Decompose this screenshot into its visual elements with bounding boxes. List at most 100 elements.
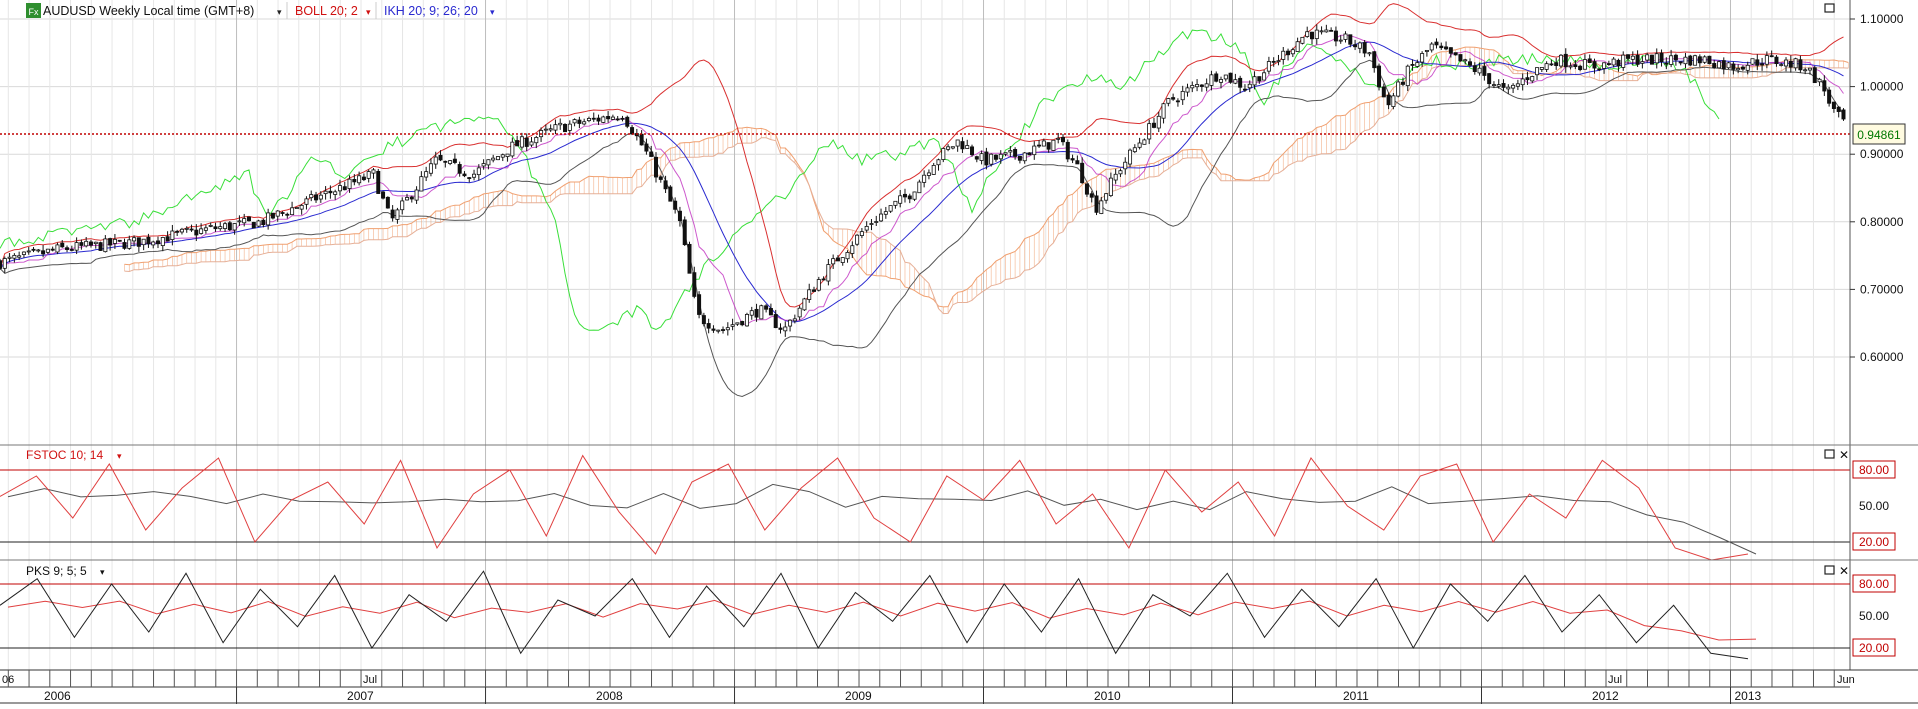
candle-body <box>1099 200 1104 214</box>
candle-body <box>0 260 3 269</box>
candle-body <box>601 116 606 123</box>
candle-body <box>1147 123 1152 140</box>
ikh-dropdown-icon[interactable]: ▾ <box>490 7 495 17</box>
candle-body <box>553 124 558 131</box>
level-label: 80.00 <box>1859 577 1889 591</box>
boll-label[interactable]: BOLL 20; 2 <box>295 4 358 18</box>
candle-body <box>1333 30 1338 42</box>
candle-body <box>1831 101 1836 109</box>
candle-body <box>802 298 807 311</box>
year-label: 2006 <box>44 689 71 703</box>
candle-body <box>1769 55 1774 58</box>
candle-body <box>1578 65 1583 71</box>
maximize-icon[interactable] <box>1824 3 1835 13</box>
candle-body <box>199 228 204 234</box>
candle-body <box>639 133 644 146</box>
candle-body <box>1592 61 1597 69</box>
candle-body <box>1008 150 1013 153</box>
pks-maximize-icon[interactable] <box>1824 565 1835 575</box>
candle-body <box>912 191 917 200</box>
candle-body <box>1654 53 1659 64</box>
candle-body <box>309 194 314 199</box>
candle-body <box>754 308 759 318</box>
candle-body <box>160 237 165 247</box>
price-tick-label: 0.80000 <box>1860 215 1904 229</box>
candle-body <box>1118 170 1123 175</box>
candle-body <box>1611 58 1616 66</box>
candle-body <box>701 315 706 325</box>
candle-body <box>1424 49 1429 52</box>
candle-body <box>304 198 309 205</box>
candle-body <box>314 194 319 201</box>
candle-body <box>649 151 654 157</box>
price-tick-label: 1.10000 <box>1860 12 1904 26</box>
candle-body <box>299 204 304 210</box>
candle-body <box>227 222 232 231</box>
candle-body <box>524 137 529 147</box>
candle-body <box>1525 77 1530 81</box>
candle-body <box>491 157 496 161</box>
oscillator-line <box>0 570 1749 660</box>
candle-body <box>1803 69 1808 72</box>
month-label: Jun <box>1837 674 1855 686</box>
candle-body <box>1535 67 1540 76</box>
candle-body <box>1520 78 1525 86</box>
candle-body <box>189 228 194 231</box>
candle-body <box>797 307 802 318</box>
symbol-label[interactable]: AUDUSD Weekly Local time (GMT+8) <box>43 4 254 18</box>
candle-body <box>476 167 481 176</box>
candle-body <box>821 278 826 281</box>
fstoc-maximize-icon[interactable] <box>1824 449 1835 459</box>
candle-body <box>1017 155 1022 161</box>
candle-body <box>917 181 922 194</box>
candle-body <box>1448 47 1453 54</box>
fstoc-label[interactable]: FSTOC 10; 14 <box>26 448 103 462</box>
ichimoku-cloud <box>124 46 1849 315</box>
candle-body <box>1678 61 1683 64</box>
candle-body <box>1032 145 1037 156</box>
candle-body <box>768 308 773 316</box>
price-axis: 0.60000 0.70000 0.80000 0.90000 1.00000 1.100… <box>1850 12 1904 364</box>
candle-body <box>256 220 261 227</box>
candle-body <box>318 194 323 200</box>
candle-body <box>807 289 812 300</box>
svg-text:Fx: Fx <box>29 7 39 17</box>
ikh-label[interactable]: IKH 20; 9; 26; 20 <box>384 4 478 18</box>
candle-body <box>285 213 290 216</box>
candle-body <box>1151 122 1156 128</box>
candle-body <box>1199 84 1204 87</box>
candle-body <box>668 186 673 202</box>
candle-body <box>855 234 860 245</box>
fstoc-dropdown-icon[interactable]: ▾ <box>117 451 122 461</box>
candle-body <box>179 228 184 233</box>
candle-body <box>586 118 591 122</box>
time-axis[interactable]: 06 Jul Jul Jun 2006 2007 2008 2009 2010 2011 2012 2… <box>0 669 1918 704</box>
candle-body <box>1721 60 1726 70</box>
fstoc-close-icon[interactable]: ✕ <box>1839 448 1849 462</box>
candle-body <box>1750 58 1755 65</box>
senkou-span-b <box>124 63 1849 315</box>
candle-body <box>955 139 960 147</box>
candle-body <box>1463 59 1468 62</box>
pks-close-icon[interactable]: ✕ <box>1839 564 1849 578</box>
candle-body <box>1295 41 1300 52</box>
candle-body <box>1108 177 1113 197</box>
candle-body <box>12 254 17 259</box>
price-tick-label: 0.60000 <box>1860 350 1904 364</box>
pks-label[interactable]: PKS 9; 5; 5 <box>26 564 87 578</box>
candle-body <box>443 160 448 163</box>
candle-body <box>60 242 65 248</box>
candle-body <box>1626 54 1631 59</box>
candle-body <box>1511 84 1516 89</box>
candle-body <box>653 156 658 178</box>
candle-body <box>1621 54 1626 68</box>
pks-dropdown-icon[interactable]: ▾ <box>100 567 105 577</box>
month-label: 06 <box>2 674 14 686</box>
candle-body <box>1286 50 1291 56</box>
candle-body <box>1372 51 1377 69</box>
symbol-dropdown-icon[interactable]: ▾ <box>277 7 282 17</box>
year-label: 2007 <box>347 689 374 703</box>
boll-dropdown-icon[interactable]: ▾ <box>366 7 371 17</box>
candle-body <box>1309 31 1314 40</box>
